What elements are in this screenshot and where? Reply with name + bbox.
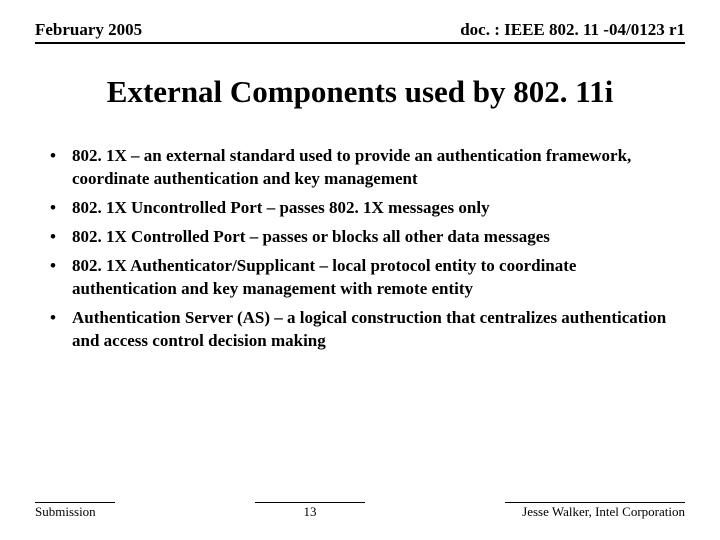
bullet-item: 802. 1X Authenticator/Supplicant – local… — [50, 255, 685, 301]
header-date: February 2005 — [35, 20, 142, 40]
footer-author: Jesse Walker, Intel Corporation — [505, 502, 685, 520]
slide-header: February 2005 doc. : IEEE 802. 11 -04/01… — [35, 20, 685, 44]
bullet-item: 802. 1X – an external standard used to p… — [50, 145, 685, 191]
slide-title: External Components used by 802. 11i — [35, 74, 685, 110]
header-doc-id: doc. : IEEE 802. 11 -04/0123 r1 — [460, 20, 685, 40]
bullet-item: 802. 1X Uncontrolled Port – passes 802. … — [50, 197, 685, 220]
footer-submission: Submission — [35, 502, 115, 520]
slide-footer: Submission 13 Jesse Walker, Intel Corpor… — [35, 502, 685, 520]
bullet-item: 802. 1X Controlled Port – passes or bloc… — [50, 226, 685, 249]
bullet-item: Authentication Server (AS) – a logical c… — [50, 307, 685, 353]
footer-page-number: 13 — [255, 502, 365, 520]
bullet-list: 802. 1X – an external standard used to p… — [35, 145, 685, 353]
